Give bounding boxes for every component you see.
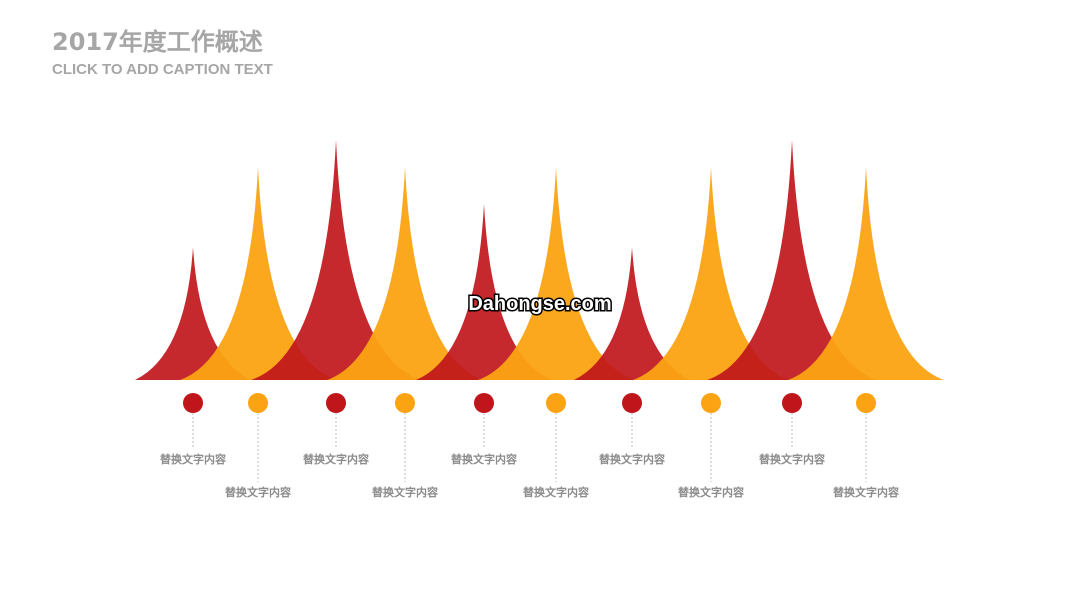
spike bbox=[707, 140, 877, 380]
dot bbox=[183, 393, 203, 413]
dot bbox=[782, 393, 802, 413]
dot bbox=[474, 393, 494, 413]
title: 2017年度工作概述 bbox=[52, 28, 263, 56]
dot bbox=[701, 393, 721, 413]
watermark: Dahongse.com bbox=[468, 293, 611, 315]
item-label: 替换文字内容 bbox=[372, 485, 438, 499]
items: 替换文字内容替换文字内容替换文字内容替换文字内容替换文字内容替换文字内容替换文字… bbox=[160, 393, 899, 499]
caption: CLICK TO ADD CAPTION TEXT bbox=[52, 61, 273, 78]
item-label: 替换文字内容 bbox=[451, 452, 517, 466]
spike bbox=[633, 167, 789, 380]
spikes bbox=[135, 140, 944, 380]
spike bbox=[788, 167, 944, 380]
spike bbox=[416, 204, 552, 380]
dot bbox=[248, 393, 268, 413]
dot bbox=[395, 393, 415, 413]
dot bbox=[326, 393, 346, 413]
item-label: 替换文字内容 bbox=[833, 485, 899, 499]
dot bbox=[622, 393, 642, 413]
spike bbox=[135, 247, 251, 380]
item-label: 替换文字内容 bbox=[523, 485, 589, 499]
spike bbox=[574, 247, 690, 380]
item-label: 替换文字内容 bbox=[759, 452, 825, 466]
item-label: 替换文字内容 bbox=[160, 452, 226, 466]
item-label: 替换文字内容 bbox=[599, 452, 665, 466]
item-label: 替换文字内容 bbox=[678, 485, 744, 499]
spike bbox=[478, 167, 634, 380]
spike bbox=[327, 167, 483, 380]
spike bbox=[180, 167, 336, 380]
dot bbox=[856, 393, 876, 413]
item-label: 替换文字内容 bbox=[225, 485, 291, 499]
item-label: 替换文字内容 bbox=[303, 452, 369, 466]
dot bbox=[546, 393, 566, 413]
spike bbox=[251, 140, 421, 380]
